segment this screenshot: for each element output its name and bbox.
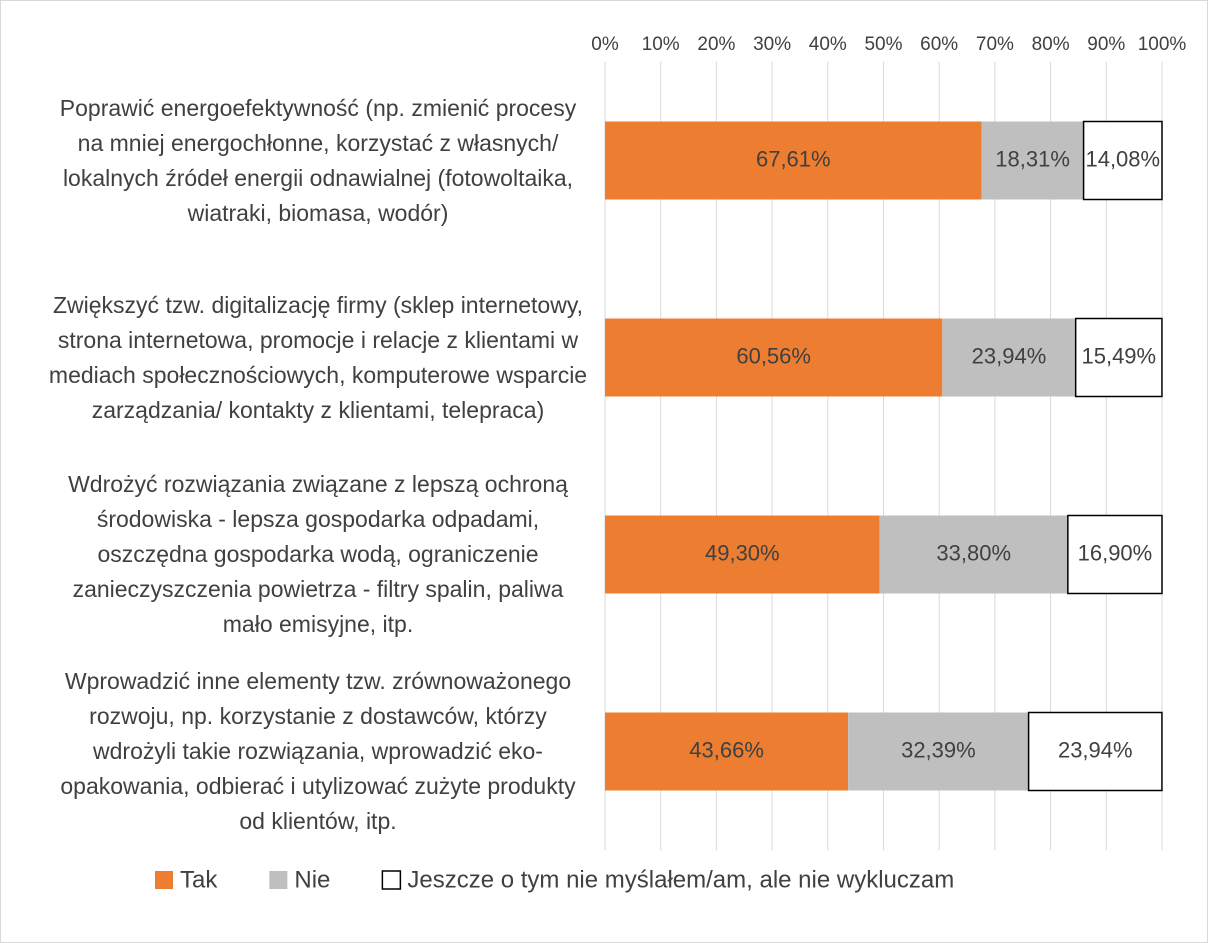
x-tick-label: 30% bbox=[753, 34, 791, 55]
x-tick-label: 70% bbox=[976, 34, 1014, 55]
data-label: 49,30% bbox=[705, 540, 780, 565]
data-label: 32,39% bbox=[901, 737, 976, 762]
bar-segment bbox=[981, 121, 1084, 200]
category-label: Wdrożyć rozwiązania związane z lepszą oc… bbox=[68, 471, 568, 637]
data-label: 43,66% bbox=[689, 737, 764, 762]
bar-segment bbox=[1082, 120, 1163, 201]
bar-segment bbox=[879, 515, 1068, 594]
bar-segment bbox=[605, 712, 849, 791]
bar-segment bbox=[605, 515, 880, 594]
bar-segment bbox=[1067, 514, 1163, 595]
legend-swatch bbox=[381, 870, 402, 890]
category-label: Wprowadzić inne elementy tzw. zrównoważo… bbox=[60, 668, 576, 834]
x-tick-label: 10% bbox=[642, 34, 680, 55]
bar-segment bbox=[848, 712, 1029, 791]
legend-label: Jeszcze o tym nie myślałem/am, ale nie w… bbox=[407, 866, 954, 893]
category-label: Zwiększyć tzw. digitalizację firmy (skle… bbox=[48, 291, 588, 423]
data-label: 14,08% bbox=[1085, 146, 1160, 171]
category-label: Poprawić energoefektywność (np. zmienić … bbox=[59, 94, 577, 226]
x-tick-label: 20% bbox=[697, 34, 735, 55]
data-label: 33,80% bbox=[936, 540, 1011, 565]
legend-label: Nie bbox=[294, 866, 330, 893]
legend-swatch bbox=[269, 871, 288, 889]
data-label: 23,94% bbox=[972, 343, 1047, 368]
bar-segment bbox=[1074, 317, 1163, 398]
data-label: 67,61% bbox=[756, 146, 831, 171]
bar-segment bbox=[1027, 711, 1163, 792]
x-tick-label: 50% bbox=[864, 34, 902, 55]
bar-segment bbox=[605, 318, 943, 397]
x-tick-label: 40% bbox=[809, 34, 847, 55]
data-label: 16,90% bbox=[1078, 540, 1153, 565]
x-tick-label: 100% bbox=[1138, 34, 1187, 55]
x-tick-label: 0% bbox=[591, 34, 619, 55]
data-label: 18,31% bbox=[995, 146, 1070, 171]
data-label: 15,49% bbox=[1081, 343, 1156, 368]
legend-swatch bbox=[155, 871, 173, 889]
x-tick-label: 80% bbox=[1032, 34, 1070, 55]
data-label: 23,94% bbox=[1058, 737, 1133, 762]
data-label: 60,56% bbox=[736, 343, 811, 368]
x-tick-label: 60% bbox=[920, 34, 958, 55]
x-tick-label: 90% bbox=[1087, 34, 1125, 55]
bar-segment bbox=[605, 121, 982, 200]
bar-segment bbox=[942, 318, 1076, 397]
legend-label: Tak bbox=[180, 866, 218, 893]
